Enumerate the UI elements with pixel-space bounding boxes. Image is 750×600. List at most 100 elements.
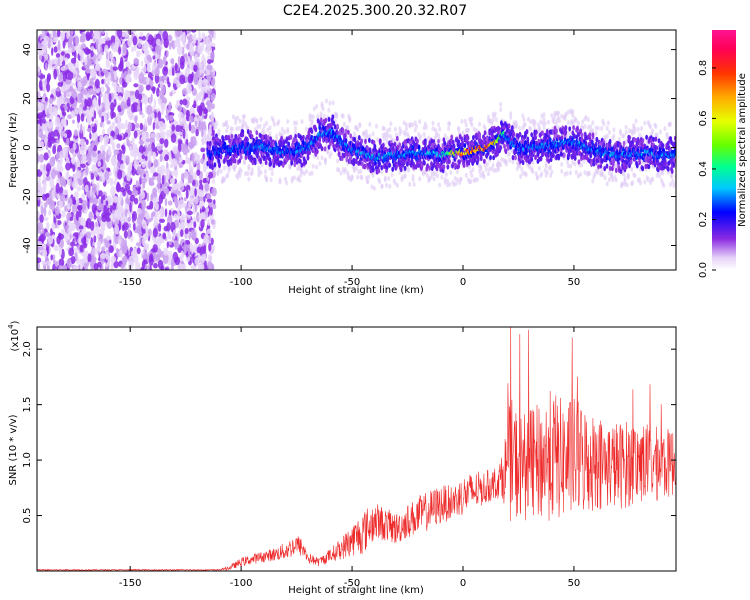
heatmap-noise-cell (213, 199, 216, 205)
heatmap-noise-cell (189, 187, 193, 197)
heatmap-noise-cell (106, 78, 111, 86)
heatmap-noise-cell (126, 171, 132, 182)
heatmap-noise-cell (198, 91, 202, 101)
heatmap-noise-cell (85, 31, 91, 41)
heatmap-halo-cell (612, 133, 616, 139)
heatmap-noise-cell (201, 97, 205, 104)
heatmap-noise-cell (170, 170, 175, 176)
heatmap-noise-cell (41, 227, 45, 234)
heatmap-halo-cell (277, 119, 281, 125)
heatmap-noise-cell (159, 164, 166, 176)
heatmap-noise-cell (54, 116, 61, 128)
heatmap-noise-cell (64, 57, 69, 62)
heatmap-noise-cell (185, 57, 189, 62)
heatmap-noise-cell (84, 98, 88, 108)
heatmap-halo-cell (223, 165, 226, 171)
heatmap-noise-cell (111, 112, 116, 118)
heatmap-halo-cell (286, 129, 290, 135)
heatmap-halo-cell (633, 173, 637, 179)
heatmap-noise-cell (80, 258, 84, 268)
heatmap-halo-cell (579, 171, 583, 177)
heatmap-ridge-cell (378, 161, 381, 167)
heatmap-noise-cell (106, 120, 111, 125)
heatmap-noise-cell (114, 72, 117, 81)
heatmap-noise-cell (178, 199, 185, 209)
heatmap-noise-cell (42, 83, 46, 93)
heatmap-noise-cell (68, 226, 73, 235)
heatmap-noise-cell (196, 211, 200, 223)
heatmap-noise-cell (55, 182, 60, 194)
heatmap-ridge-cell (344, 138, 348, 144)
heatmap-noise-cell (86, 152, 92, 162)
heatmap-noise-cell (120, 217, 125, 225)
heatmap-noise-cell (194, 237, 199, 245)
heatmap-halo-cell (315, 164, 319, 170)
heatmap-noise-cell (48, 235, 54, 245)
heatmap-noise-cell (100, 195, 104, 204)
heatmap-halo-cell (437, 122, 441, 128)
heatmap-noise-cell (184, 227, 189, 235)
heatmap-halo-cell (550, 169, 554, 175)
heatmap-halo-cell (259, 170, 263, 176)
heatmap-halo-cell (596, 125, 600, 131)
heatmap-noise-cell (82, 80, 87, 87)
heatmap-noise-cell (131, 137, 135, 142)
heatmap-halo-cell (318, 161, 322, 167)
heatmap-noise-cell (76, 113, 81, 123)
heatmap-ridge-cell (349, 133, 353, 139)
heatmap-noise-cell (164, 182, 170, 187)
heatmap-halo-cell (522, 117, 526, 123)
heatmap-noise-cell (44, 136, 48, 146)
heatmap-noise-cell (91, 126, 96, 134)
heatmap-noise-cell (118, 46, 122, 55)
heatmap-noise-cell (77, 264, 81, 270)
heatmap-noise-cell (121, 224, 126, 232)
heatmap-halo-cell (651, 176, 655, 182)
heatmap-halo-cell (469, 178, 473, 184)
heatmap-noise-cell (60, 33, 65, 40)
heatmap-halo-cell (623, 178, 627, 184)
heatmap-noise-cell (194, 188, 197, 197)
heatmap-noise-cell (116, 134, 123, 140)
heatmap-halo-cell (270, 171, 274, 177)
heatmap-noise-cell (167, 200, 173, 206)
heatmap-noise-cell (118, 63, 124, 72)
heatmap-noise-cell (182, 37, 186, 42)
heatmap-noise-cell (90, 46, 95, 52)
heatmap-noise-cell (81, 237, 87, 245)
heatmap-ridge-cell (297, 142, 301, 148)
heatmap-noise-cell (166, 241, 169, 249)
heatmap-halo-cell (573, 161, 577, 167)
heatmap-noise-cell (53, 259, 56, 264)
heatmap-noise-cell (206, 192, 212, 200)
heatmap-noise-cell (79, 145, 86, 155)
heatmap-noise-cell (89, 221, 95, 231)
heatmap-noise-cell (171, 67, 175, 77)
heatmap-noise-cell (46, 83, 51, 93)
heatmap-ridge-cell (211, 155, 214, 161)
heatmap-noise-cell (164, 149, 169, 154)
heatmap-noise-cell (118, 234, 122, 246)
heatmap-noise-cell (176, 45, 183, 56)
heatmap-noise-cell (207, 261, 213, 270)
heatmap-halo-cell (448, 121, 452, 127)
heatmap-noise-cell (52, 145, 57, 155)
heatmap-halo-cell (268, 125, 272, 131)
heatmap-noise-cell (57, 132, 60, 141)
heatmap-noise-cell (174, 30, 181, 38)
heatmap-noise-cell (67, 129, 72, 139)
heatmap-noise-cell (155, 38, 161, 46)
heatmap-noise-cell (105, 154, 110, 163)
heatmap-noise-cell (66, 169, 69, 178)
heatmap-noise-cell (161, 85, 166, 94)
heatmap-noise-cell (186, 30, 191, 34)
heatmap-halo-cell (591, 120, 595, 126)
heatmap-noise-cell (111, 121, 116, 129)
heatmap-halo-cell (372, 185, 376, 191)
heatmap-halo-cell (470, 116, 474, 122)
heatmap-halo-cell (499, 107, 503, 113)
heatmap-noise-cell (86, 97, 93, 107)
heatmap-halo-cell (388, 183, 392, 189)
heatmap-noise-cell (106, 86, 111, 93)
